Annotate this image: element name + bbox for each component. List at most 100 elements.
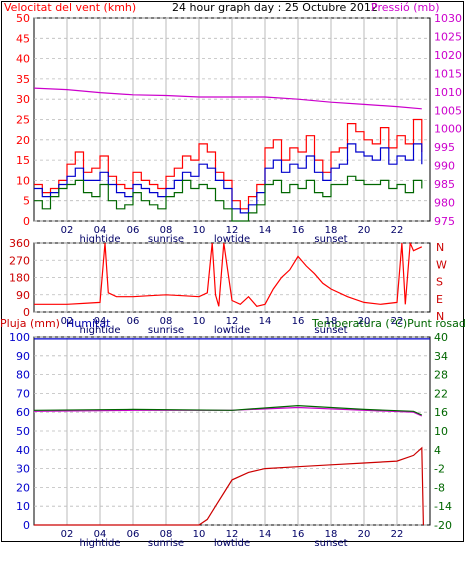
x-tick-label: 22: [391, 316, 404, 327]
x-tick-label: 02: [61, 529, 74, 540]
event-label: sunset: [314, 538, 347, 549]
temperature-dewpoint-label: Temperatura (°C)Punt rosada: [311, 317, 465, 330]
y-tick-label-right: 4: [434, 444, 441, 457]
x-tick-label: 18: [325, 225, 338, 236]
y-tick-label-right: 22: [434, 387, 448, 400]
event-label: sunrise: [148, 538, 184, 549]
rain-label: Pluja (mm): [0, 317, 60, 330]
x-tick-label: 20: [358, 529, 371, 540]
y-tick-label-left: 90: [16, 289, 30, 302]
y-tick-label-right: 34: [434, 350, 448, 363]
y-tick-label-left: 5: [23, 195, 30, 208]
x-tick-label: 04: [94, 225, 107, 236]
y-tick-label-left: 10: [16, 174, 30, 187]
x-tick-label: 06: [127, 529, 140, 540]
y-tick-label-right: 1005: [434, 104, 462, 117]
series-line-direcci-del-vent: [34, 242, 423, 307]
y-tick-label-left: 30: [16, 93, 30, 106]
x-tick-label: 08: [160, 225, 173, 236]
y-tick-label-left: 30: [16, 463, 30, 476]
x-tick-label: 16: [292, 225, 305, 236]
direction-label: S: [436, 276, 443, 289]
direction-label: N: [436, 310, 444, 323]
y-tick-label-left: 0: [23, 306, 30, 319]
y-tick-label-left: 10: [16, 500, 30, 513]
direction-label: E: [436, 293, 443, 306]
x-tick-label: 10: [193, 225, 206, 236]
y-tick-label-left: 0: [23, 215, 30, 228]
x-tick-label: 02: [61, 316, 74, 327]
x-tick-label: 22: [391, 529, 404, 540]
y-tick-label-left: 40: [16, 444, 30, 457]
event-label: lowtide: [214, 234, 250, 245]
y-tick-label-left: 80: [16, 369, 30, 382]
y-tick-label-left: 60: [16, 406, 30, 419]
event-label: lowtide: [214, 325, 250, 336]
series-line-punt-rosada: [33, 406, 423, 417]
x-tick-label: 02: [61, 225, 74, 236]
y-tick-label-right: 1010: [434, 86, 462, 99]
y-tick-label-right: 1030: [434, 12, 462, 25]
x-tick-label: 06: [127, 225, 140, 236]
y-tick-label-left: 50: [16, 425, 30, 438]
y-tick-label-left: 180: [9, 272, 30, 285]
direction-label: W: [436, 258, 447, 271]
pressure-label: Pressió (mb): [371, 1, 440, 14]
x-tick-label: 12: [226, 529, 239, 540]
y-tick-label-right: 40: [434, 331, 448, 344]
y-tick-label-left: 45: [16, 32, 30, 45]
y-tick-label-left: 100: [9, 331, 30, 344]
x-tick-label: 18: [325, 316, 338, 327]
x-tick-label: 18: [325, 529, 338, 540]
direction-label: N: [436, 241, 444, 254]
y-tick-label-right: -20: [434, 519, 452, 532]
y-tick-label-right: 990: [434, 160, 455, 173]
event-label: sunrise: [148, 234, 184, 245]
x-tick-label: 10: [193, 316, 206, 327]
y-tick-label-right: 985: [434, 178, 455, 191]
y-tick-label-right: 1000: [434, 123, 462, 136]
y-tick-label-left: 0: [23, 519, 30, 532]
x-tick-label: 08: [160, 316, 173, 327]
event-label: lowtide: [214, 538, 250, 549]
y-tick-label-right: 1025: [434, 30, 462, 43]
y-tick-label-left: 270: [9, 254, 30, 267]
y-tick-label-right: -8: [434, 481, 445, 494]
event-label: sunrise: [148, 325, 184, 336]
y-tick-label-right: 995: [434, 141, 455, 154]
y-tick-label-left: 70: [16, 387, 30, 400]
series-line-ratxa: [34, 118, 423, 210]
y-tick-label-left: 90: [16, 350, 30, 363]
y-tick-label-left: 50: [16, 12, 30, 25]
x-tick-label: 10: [193, 529, 206, 540]
y-tick-label-right: 975: [434, 215, 455, 228]
plot-layer: 0510152025303540455097598098599099510001…: [9, 12, 462, 549]
event-label: hightide: [79, 538, 120, 549]
x-tick-label: 20: [358, 316, 371, 327]
event-label: sunset: [314, 234, 347, 245]
y-tick-label-left: 20: [16, 481, 30, 494]
y-tick-label-left: 15: [16, 154, 30, 167]
series-line-mitjana: [34, 143, 423, 214]
x-tick-label: 14: [259, 529, 272, 540]
y-tick-label-right: -14: [434, 500, 452, 513]
y-tick-label-left: 360: [9, 237, 30, 250]
y-tick-label-right: 1020: [434, 49, 462, 62]
event-label: hightide: [79, 234, 120, 245]
x-tick-label: 16: [292, 529, 305, 540]
y-tick-label-left: 35: [16, 73, 30, 86]
x-tick-label: 12: [226, 316, 239, 327]
x-tick-label: 08: [160, 529, 173, 540]
x-tick-label: 16: [292, 316, 305, 327]
y-tick-label-right: 16: [434, 406, 448, 419]
humidity-label: Humitat: [66, 317, 111, 330]
graph-title: 24 hour graph day : 25 Octubre 2012: [172, 1, 378, 14]
x-tick-label: 04: [94, 316, 107, 327]
x-tick-label: 20: [358, 225, 371, 236]
event-label: hightide: [79, 325, 120, 336]
y-tick-label-right: -2: [434, 463, 445, 476]
y-tick-label-right: 980: [434, 197, 455, 210]
series-line-pressi-mb-: [33, 87, 422, 110]
